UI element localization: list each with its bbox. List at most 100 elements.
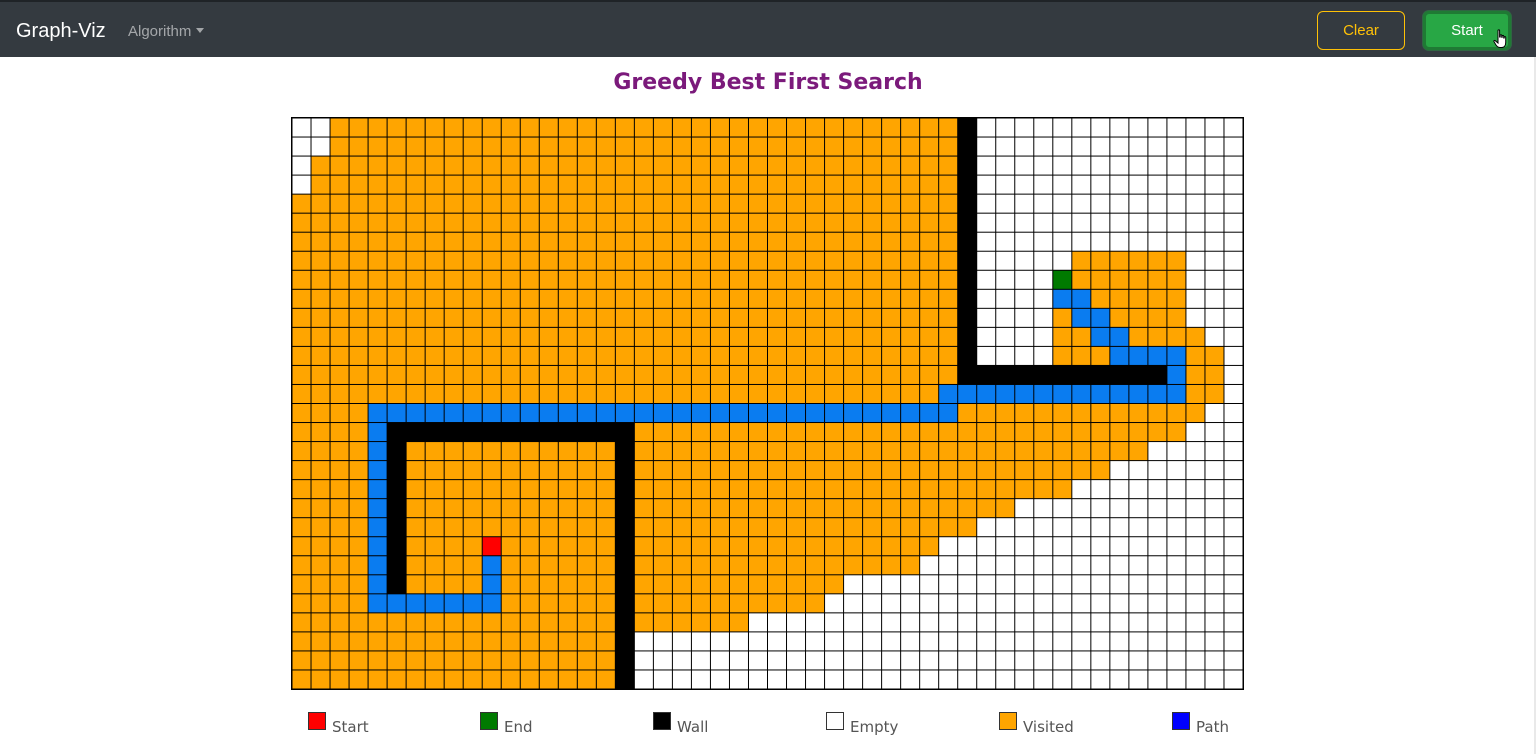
grid-cell-visited[interactable] (501, 442, 520, 461)
grid-cell-empty[interactable] (1167, 156, 1186, 175)
grid-cell-visited[interactable] (520, 480, 539, 499)
grid-cell-empty[interactable] (1034, 251, 1053, 270)
grid-cell-empty[interactable] (996, 594, 1015, 613)
grid-cell-visited[interactable] (863, 480, 882, 499)
grid-cell-empty[interactable] (748, 613, 767, 632)
grid-cell-empty[interactable] (1053, 156, 1072, 175)
grid-cell-visited[interactable] (444, 213, 463, 232)
grid-cell-visited[interactable] (748, 556, 767, 575)
grid-cell-visited[interactable] (444, 575, 463, 594)
grid-cell-visited[interactable] (729, 137, 748, 156)
grid-cell-visited[interactable] (501, 365, 520, 384)
grid-cell-visited[interactable] (634, 137, 653, 156)
grid-cell-visited[interactable] (520, 346, 539, 365)
grid-cell-visited[interactable] (672, 499, 691, 518)
grid-cell-visited[interactable] (691, 232, 710, 251)
grid-cell-empty[interactable] (977, 518, 996, 537)
grid-cell-visited[interactable] (825, 518, 844, 537)
grid-cell-visited[interactable] (368, 289, 387, 308)
grid-cell-visited[interactable] (901, 289, 920, 308)
grid-cell-visited[interactable] (863, 327, 882, 346)
grid-cell-visited[interactable] (863, 365, 882, 384)
grid-cell-empty[interactable] (1072, 632, 1091, 651)
grid-cell-empty[interactable] (292, 118, 311, 137)
grid-cell-visited[interactable] (292, 365, 311, 384)
grid-cell-visited[interactable] (330, 613, 349, 632)
grid-cell-visited[interactable] (901, 327, 920, 346)
grid-cell-empty[interactable] (1110, 575, 1129, 594)
grid-cell-empty[interactable] (1205, 651, 1224, 670)
grid-cell-visited[interactable] (577, 365, 596, 384)
grid-cell-visited[interactable] (425, 365, 444, 384)
grid-cell-empty[interactable] (1224, 156, 1243, 175)
grid-cell-visited[interactable] (558, 308, 577, 327)
start-button[interactable]: Start (1423, 11, 1511, 50)
grid-cell-wall[interactable] (615, 441, 635, 461)
grid-cell-visited[interactable] (330, 594, 349, 613)
grid-cell-wall[interactable] (615, 498, 635, 518)
grid-cell-wall[interactable] (615, 479, 635, 499)
grid-cell-visited[interactable] (558, 213, 577, 232)
grid-cell-visited[interactable] (844, 251, 863, 270)
grid-cell-empty[interactable] (1167, 137, 1186, 156)
grid-cell-visited[interactable] (672, 384, 691, 403)
grid-cell-visited[interactable] (1091, 442, 1110, 461)
grid-cell-empty[interactable] (825, 651, 844, 670)
grid-cell-visited[interactable] (596, 175, 615, 194)
grid-cell-empty[interactable] (1148, 670, 1167, 689)
grid-cell-empty[interactable] (844, 632, 863, 651)
grid-cell-empty[interactable] (1167, 480, 1186, 499)
grid-cell-empty[interactable] (1091, 632, 1110, 651)
grid-cell-visited[interactable] (729, 423, 748, 442)
grid-cell-visited[interactable] (653, 461, 672, 480)
grid-cell-visited[interactable] (863, 118, 882, 137)
grid-cell-visited[interactable] (596, 232, 615, 251)
grid-cell-empty[interactable] (977, 632, 996, 651)
grid-cell-visited[interactable] (615, 137, 634, 156)
grid-cell-visited[interactable] (615, 156, 634, 175)
grid-cell-visited[interactable] (577, 632, 596, 651)
grid-cell-wall[interactable] (444, 422, 464, 442)
grid-cell-visited[interactable] (863, 308, 882, 327)
grid-cell-empty[interactable] (1110, 632, 1129, 651)
grid-cell-visited[interactable] (539, 384, 558, 403)
grid-cell-visited[interactable] (1148, 423, 1167, 442)
grid-cell-visited[interactable] (501, 651, 520, 670)
grid-cell-empty[interactable] (1186, 289, 1205, 308)
grid-cell-empty[interactable] (1053, 213, 1072, 232)
grid-cell-visited[interactable] (520, 632, 539, 651)
grid-cell-wall[interactable] (615, 422, 635, 442)
grid-cell-empty[interactable] (1186, 594, 1205, 613)
grid-cell-empty[interactable] (1129, 461, 1148, 480)
grid-cell-empty[interactable] (863, 575, 882, 594)
grid-cell-empty[interactable] (1072, 670, 1091, 689)
grid-cell-wall[interactable] (957, 308, 977, 328)
grid-cell-empty[interactable] (1015, 270, 1034, 289)
grid-cell-visited[interactable] (349, 670, 368, 689)
grid-cell-visited[interactable] (292, 651, 311, 670)
grid-cell-path[interactable] (1167, 346, 1186, 365)
grid-cell-empty[interactable] (1224, 537, 1243, 556)
grid-cell-visited[interactable] (387, 232, 406, 251)
grid-cell-visited[interactable] (482, 251, 501, 270)
grid-cell-visited[interactable] (920, 423, 939, 442)
grid-cell-visited[interactable] (672, 156, 691, 175)
grid-cell-empty[interactable] (1167, 442, 1186, 461)
grid-cell-empty[interactable] (1072, 613, 1091, 632)
grid-cell-visited[interactable] (844, 384, 863, 403)
grid-cell-empty[interactable] (920, 575, 939, 594)
grid-cell-visited[interactable] (691, 251, 710, 270)
grid-cell-visited[interactable] (349, 232, 368, 251)
grid-cell-empty[interactable] (977, 137, 996, 156)
grid-cell-empty[interactable] (787, 670, 806, 689)
grid-cell-wall[interactable] (387, 441, 407, 461)
grid-cell-wall[interactable] (957, 194, 977, 214)
grid-cell-visited[interactable] (882, 518, 901, 537)
grid-cell-visited[interactable] (349, 556, 368, 575)
grid-cell-visited[interactable] (425, 327, 444, 346)
grid-cell-empty[interactable] (1034, 175, 1053, 194)
grid-cell-empty[interactable] (996, 270, 1015, 289)
grid-cell-visited[interactable] (882, 365, 901, 384)
grid-cell-visited[interactable] (330, 556, 349, 575)
grid-cell-visited[interactable] (1167, 404, 1186, 423)
